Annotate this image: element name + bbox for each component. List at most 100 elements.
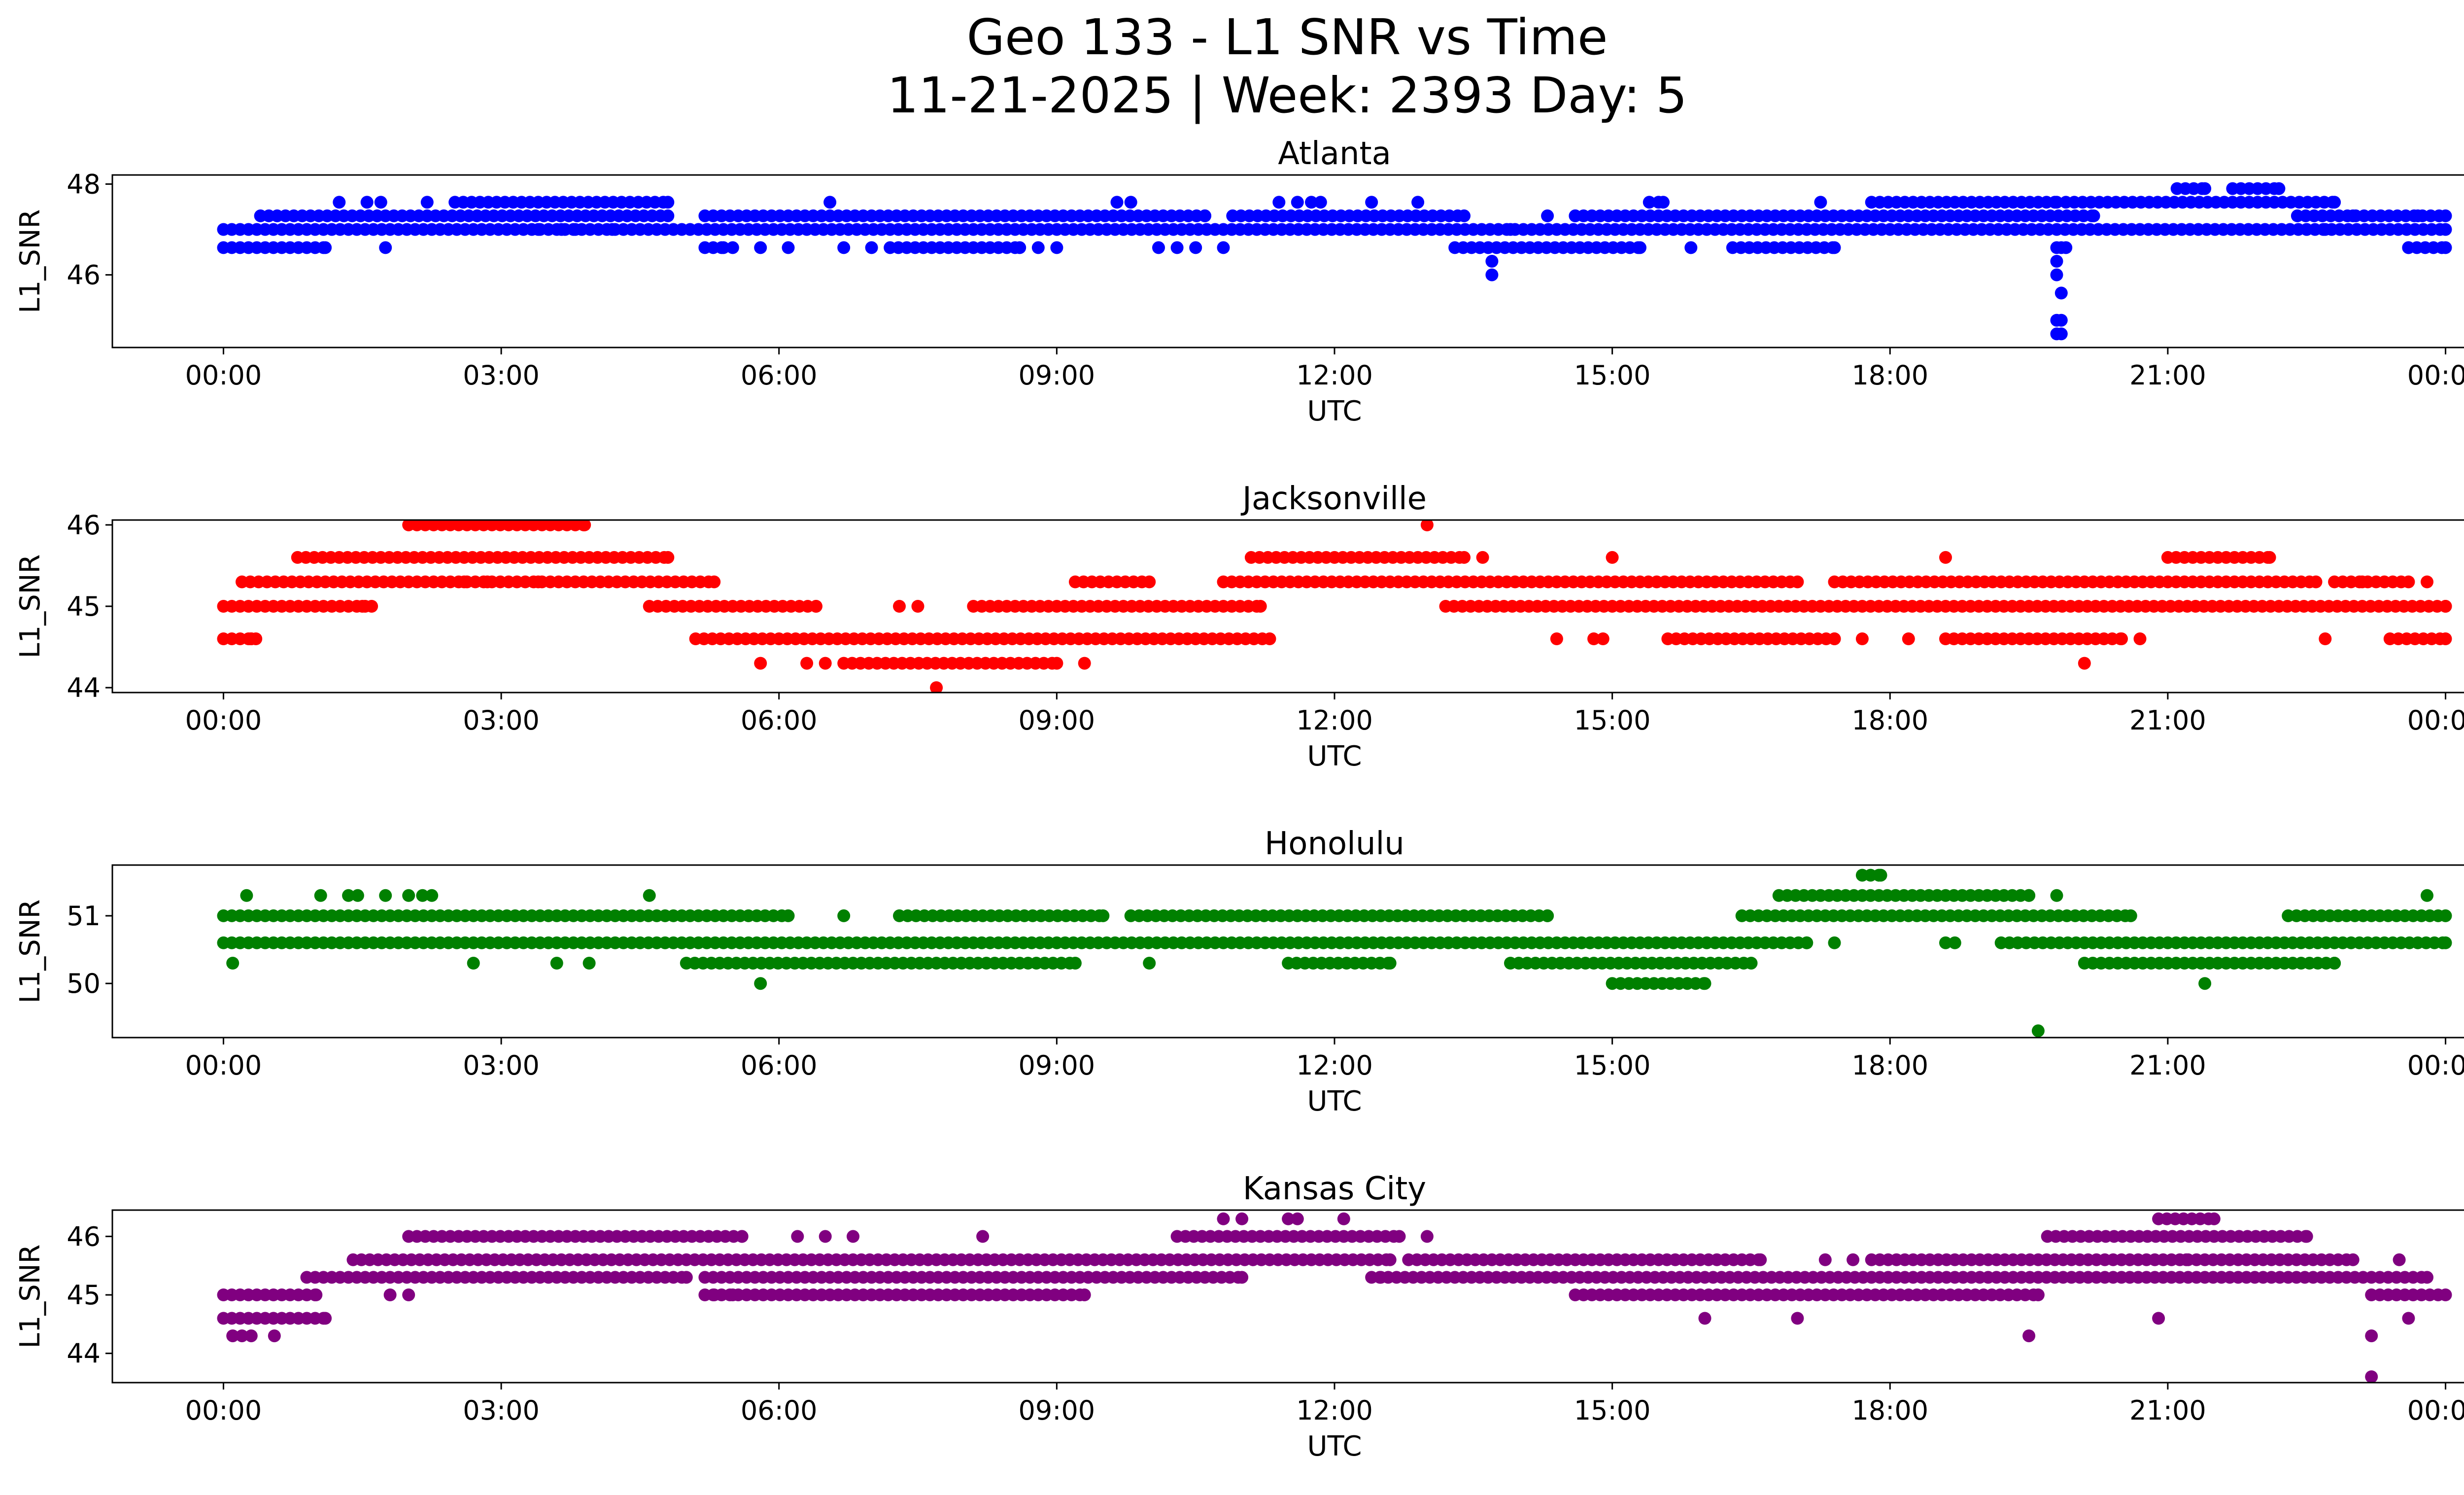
data-point (582, 957, 596, 970)
data-point (2421, 575, 2433, 589)
data-point (1939, 936, 1952, 949)
data-point (2346, 209, 2360, 222)
data-point (2031, 1024, 2045, 1038)
data-point (680, 1271, 693, 1284)
x-tick-label: 12:00 (1296, 360, 1373, 391)
data-point (1541, 909, 1554, 922)
data-point (1791, 1312, 1804, 1325)
x-tick-label: 21:00 (2129, 1050, 2206, 1081)
data-point (661, 551, 675, 564)
data-point (1383, 957, 1397, 970)
data-point (2022, 1329, 2036, 1343)
data-point (2078, 657, 2091, 670)
data-point (2439, 909, 2452, 922)
x-tick-label: 18:00 (1851, 1050, 1928, 1081)
data-points (217, 869, 2452, 1038)
data-point (1634, 241, 1646, 254)
data-point (819, 1230, 832, 1243)
data-point (532, 223, 545, 236)
data-point (244, 1329, 258, 1343)
y-axis-label: L1_SNR (14, 209, 46, 313)
x-tick-label: 03:00 (463, 705, 540, 736)
data-point (1305, 196, 1318, 209)
data-point (2031, 1288, 2045, 1301)
data-point (1847, 1253, 1860, 1266)
data-point (1143, 957, 1156, 970)
subplot-title: Kansas City (1243, 1171, 1426, 1207)
data-point (1170, 241, 1184, 254)
subplot-atlanta: Atlanta 00:00 03:00 06:00 09:00 12:00 15:00 18:… (14, 136, 2464, 427)
data-point (402, 1288, 415, 1301)
data-point (1235, 1212, 1249, 1225)
data-point (2439, 632, 2452, 645)
data-point (1411, 196, 1425, 209)
data-point (2207, 1212, 2221, 1225)
y-tick-label: 44 (67, 672, 101, 703)
data-point (837, 241, 851, 254)
x-tick-label: 03:00 (463, 360, 540, 391)
data-point (2402, 575, 2415, 589)
data-point (2087, 209, 2100, 222)
x-tick-label: 21:00 (2129, 1395, 2206, 1426)
data-point (791, 1230, 804, 1243)
x-tick-label: 15:00 (1574, 360, 1651, 391)
x-axis-label: UTC (1307, 1430, 1362, 1462)
data-point (1198, 209, 1211, 222)
data-point (2439, 1288, 2452, 1301)
data-point (2050, 196, 2063, 209)
data-point (800, 657, 814, 670)
data-point (1800, 936, 1814, 949)
data-point (351, 889, 364, 902)
y-axis-label: L1_SNR (14, 1244, 46, 1348)
y-tick-label: 46 (67, 1221, 101, 1252)
x-tick-label: 18:00 (1851, 705, 1928, 736)
data-point (1828, 632, 1841, 645)
data-point (425, 889, 439, 902)
data-point (467, 957, 480, 970)
y-tick-label: 46 (67, 260, 101, 291)
subplot-title: Atlanta (1278, 136, 1391, 172)
x-axis-label: UTC (1307, 1085, 1362, 1117)
data-point (2300, 223, 2313, 236)
data-point (643, 889, 656, 902)
data-point (480, 575, 494, 589)
y-tick-label: 44 (67, 1338, 101, 1369)
x-tick-label: 00:00 (2407, 705, 2464, 736)
data-point (1791, 575, 1804, 589)
data-point (226, 1329, 240, 1343)
x-tick-label: 18:00 (1851, 360, 1928, 391)
data-point (2050, 889, 2063, 902)
data-point (1254, 600, 1267, 613)
x-tick-label: 00:00 (185, 1050, 262, 1081)
y-tick-label: 48 (67, 169, 101, 200)
data-point (2365, 1370, 2378, 1383)
data-point (717, 241, 730, 254)
data-point (754, 977, 767, 990)
data-point (661, 196, 675, 209)
data-point (2198, 977, 2212, 990)
data-point (309, 1288, 323, 1301)
data-point (420, 196, 434, 209)
data-point (1485, 255, 1499, 268)
x-tick-label: 15:00 (1574, 1395, 1651, 1426)
data-point (754, 657, 767, 670)
data-point (1596, 632, 1609, 645)
x-axis-label: UTC (1307, 395, 1362, 427)
y-tick-label: 45 (67, 1280, 101, 1311)
data-point (2319, 223, 2332, 236)
data-point (2365, 1329, 2378, 1343)
data-point (1337, 1212, 1350, 1225)
data-point (1606, 551, 1619, 564)
x-tick-label: 06:00 (741, 360, 818, 391)
data-point (726, 1288, 739, 1301)
data-point (930, 681, 943, 693)
data-point (2411, 209, 2425, 222)
data-point (226, 957, 240, 970)
data-point (782, 241, 795, 254)
data-point (2421, 889, 2433, 902)
data-point (1314, 196, 1327, 209)
data-point (2309, 575, 2323, 589)
x-tick-label: 09:00 (1019, 1395, 1095, 1426)
x-tick-label: 00:00 (185, 360, 262, 391)
